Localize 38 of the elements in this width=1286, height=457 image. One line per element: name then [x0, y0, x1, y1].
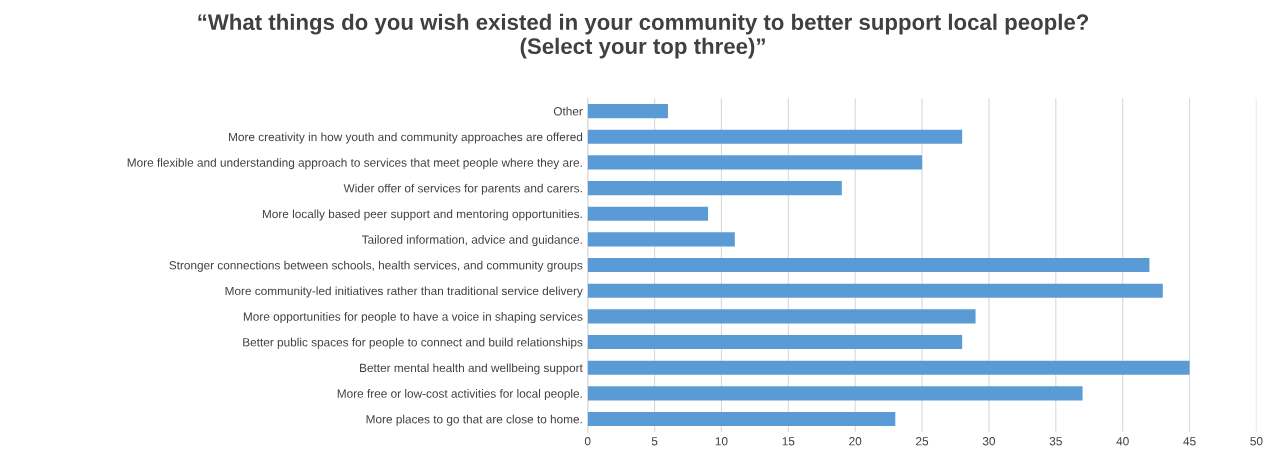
bar: [587, 104, 668, 119]
bar: [587, 334, 963, 350]
y-tick-label: More free or low-cost activities for local people.: [337, 389, 582, 401]
chart-title: “What things do you wish existed in your community to better support local people? (Select your top three)”: [198, 13, 1089, 59]
y-tick-label: Wider offer of services for parents and carers.: [343, 183, 582, 195]
y-tick-label: More places to go that are close to home.: [366, 414, 582, 426]
x-tick-label: 35: [1049, 437, 1062, 446]
x-tick-label: 0: [584, 437, 591, 446]
y-tick-label: Other: [553, 106, 583, 116]
bar: [587, 206, 709, 221]
x-tick-label: 10: [715, 437, 728, 446]
x-tick-label: 40: [1116, 437, 1129, 446]
bar: [587, 386, 1083, 401]
bar: [587, 309, 976, 324]
y-tick-label: More opportunities for people to have a voice in shaping services: [243, 312, 583, 324]
bar: [587, 283, 1163, 298]
x-tick-label: 25: [916, 437, 929, 446]
bar: [587, 411, 896, 427]
y-tick-label: Stronger connections between schools, health services, and community groups: [169, 260, 583, 272]
y-tick-label: Better mental health and wellbeing support: [360, 363, 583, 375]
bar: [587, 232, 735, 247]
y-tick-label: Better public spaces for people to connect and build relationships: [243, 337, 583, 349]
bar: [587, 360, 1190, 375]
bar: [587, 181, 842, 196]
bar: [587, 155, 923, 170]
x-tick-label: 50: [1250, 437, 1263, 446]
x-tick-label: 30: [982, 437, 996, 446]
y-tick-label: More locally based peer support and mentoring opportunities.: [262, 209, 582, 221]
y-tick-label: More creativity in how youth and community approaches are offered: [229, 132, 583, 144]
x-tick-label: 45: [1183, 437, 1196, 446]
bar: [587, 129, 963, 144]
y-tick-label: More flexible and understanding approach to services that meet people where they are.: [127, 158, 582, 170]
bar: [587, 258, 1150, 273]
x-tick-label: 20: [849, 437, 862, 446]
y-tick-label: Tailored information, advice and guidance.: [361, 235, 582, 247]
x-tick-label: 15: [782, 437, 795, 446]
x-tick-label: 5: [651, 437, 658, 446]
y-tick-label: More community-led initiatives rather than traditional service delivery: [225, 286, 583, 298]
